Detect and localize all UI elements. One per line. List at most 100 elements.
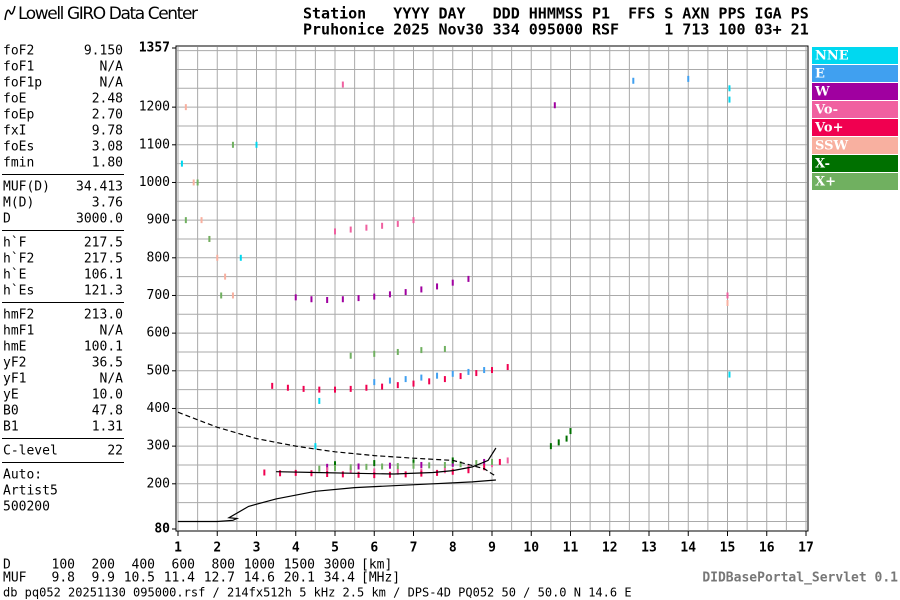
data-point bbox=[475, 370, 478, 377]
header-line: Pruhonice 2025 Nov30 334 095000 RSF 1 71… bbox=[303, 21, 809, 39]
data-point bbox=[412, 462, 415, 469]
data-point bbox=[475, 460, 478, 467]
data-point bbox=[373, 293, 376, 300]
legend-swatch bbox=[812, 137, 898, 154]
data-point bbox=[728, 85, 731, 92]
data-point bbox=[263, 469, 266, 476]
x-tick-label: 16 bbox=[759, 541, 775, 556]
legend-swatch bbox=[812, 119, 898, 136]
data-point bbox=[192, 179, 195, 186]
row-value: 800 bbox=[212, 558, 235, 573]
legend-label: Vo+ bbox=[814, 121, 843, 136]
data-point bbox=[420, 470, 423, 477]
param-value: 34.413 bbox=[76, 180, 123, 195]
data-point bbox=[294, 294, 297, 301]
data-point bbox=[506, 457, 509, 464]
param-value: N/A bbox=[100, 372, 124, 387]
data-point bbox=[443, 345, 446, 352]
footer-text: db pq052 20251130 095000.rsf / 214fx512h… bbox=[3, 586, 632, 600]
data-point bbox=[279, 470, 282, 477]
param-name: MUF(D) bbox=[3, 180, 50, 195]
auto-text: Artist5 bbox=[3, 484, 58, 499]
data-point bbox=[373, 468, 376, 475]
row-value: 14.6 bbox=[244, 571, 275, 586]
data-point bbox=[726, 300, 729, 307]
legend-swatch bbox=[812, 173, 898, 190]
auto-text: Auto: bbox=[3, 468, 42, 483]
data-point bbox=[365, 384, 368, 391]
data-point bbox=[341, 296, 344, 303]
data-point bbox=[436, 372, 439, 379]
param-value: 1.31 bbox=[92, 420, 123, 435]
x-tick-label: 5 bbox=[331, 541, 339, 556]
param-name: yF1 bbox=[3, 372, 26, 387]
data-point bbox=[467, 368, 470, 375]
data-point bbox=[687, 75, 690, 82]
logo-text: Lowell GIRO Data Center bbox=[18, 4, 198, 24]
param-name: h`Es bbox=[3, 284, 34, 299]
data-point bbox=[728, 371, 731, 378]
data-point bbox=[365, 463, 368, 470]
data-point bbox=[443, 461, 446, 468]
data-point bbox=[412, 217, 415, 224]
data-point bbox=[310, 296, 313, 303]
data-point bbox=[443, 467, 446, 474]
y-tick-label: 300 bbox=[147, 439, 170, 454]
data-point bbox=[318, 386, 321, 393]
data-point bbox=[373, 472, 376, 479]
data-point bbox=[381, 383, 384, 390]
data-point bbox=[491, 458, 493, 465]
row-value: 1500 bbox=[284, 558, 315, 573]
param-name: B0 bbox=[3, 404, 19, 419]
row-value: 1000 bbox=[244, 558, 275, 573]
data-point bbox=[451, 370, 454, 377]
row-value: 34.4 bbox=[324, 571, 355, 586]
param-name: hmF1 bbox=[3, 324, 34, 339]
param-name: foEp bbox=[3, 108, 34, 123]
y-tick-label: 600 bbox=[147, 326, 170, 341]
data-point bbox=[271, 382, 274, 389]
param-name: foE bbox=[3, 92, 26, 107]
param-value: 3.08 bbox=[92, 140, 123, 155]
param-name: foEs bbox=[3, 140, 34, 155]
data-point bbox=[565, 435, 568, 442]
param-name: fmin bbox=[3, 156, 34, 171]
data-point bbox=[357, 463, 360, 470]
data-point bbox=[412, 380, 415, 387]
data-point bbox=[420, 374, 423, 381]
param-value: 106.1 bbox=[84, 268, 123, 283]
param-value: N/A bbox=[100, 76, 124, 91]
x-tick-label: 9 bbox=[488, 541, 496, 556]
data-point bbox=[357, 295, 360, 302]
data-point bbox=[239, 254, 242, 261]
param-name: h`E bbox=[3, 268, 26, 283]
data-point bbox=[451, 279, 454, 286]
data-point bbox=[726, 292, 729, 299]
data-point bbox=[318, 397, 321, 404]
data-point bbox=[632, 77, 635, 84]
param-value: 100.1 bbox=[84, 340, 123, 355]
data-point bbox=[349, 464, 352, 471]
data-point bbox=[428, 378, 431, 385]
legend-swatch bbox=[812, 65, 898, 82]
data-point bbox=[404, 376, 407, 383]
data-point bbox=[381, 222, 384, 229]
data-point bbox=[314, 443, 317, 450]
param-value: 47.8 bbox=[92, 404, 123, 419]
data-point bbox=[334, 464, 336, 471]
data-point bbox=[557, 439, 560, 446]
y-tick-label: 80 bbox=[154, 522, 170, 537]
y-tick-label: 1357 bbox=[139, 41, 170, 56]
data-point bbox=[388, 462, 391, 469]
param-value: 213.0 bbox=[84, 308, 123, 323]
data-point bbox=[302, 385, 305, 392]
data-point bbox=[196, 179, 199, 186]
data-point bbox=[436, 469, 439, 476]
x-tick-label: 8 bbox=[449, 541, 457, 556]
param-name: h`F2 bbox=[3, 252, 34, 267]
data-point bbox=[224, 273, 227, 280]
row-unit: [MHz] bbox=[361, 571, 400, 586]
data-point bbox=[373, 379, 376, 386]
data-point bbox=[255, 141, 258, 148]
row-label: MUF bbox=[3, 571, 27, 586]
